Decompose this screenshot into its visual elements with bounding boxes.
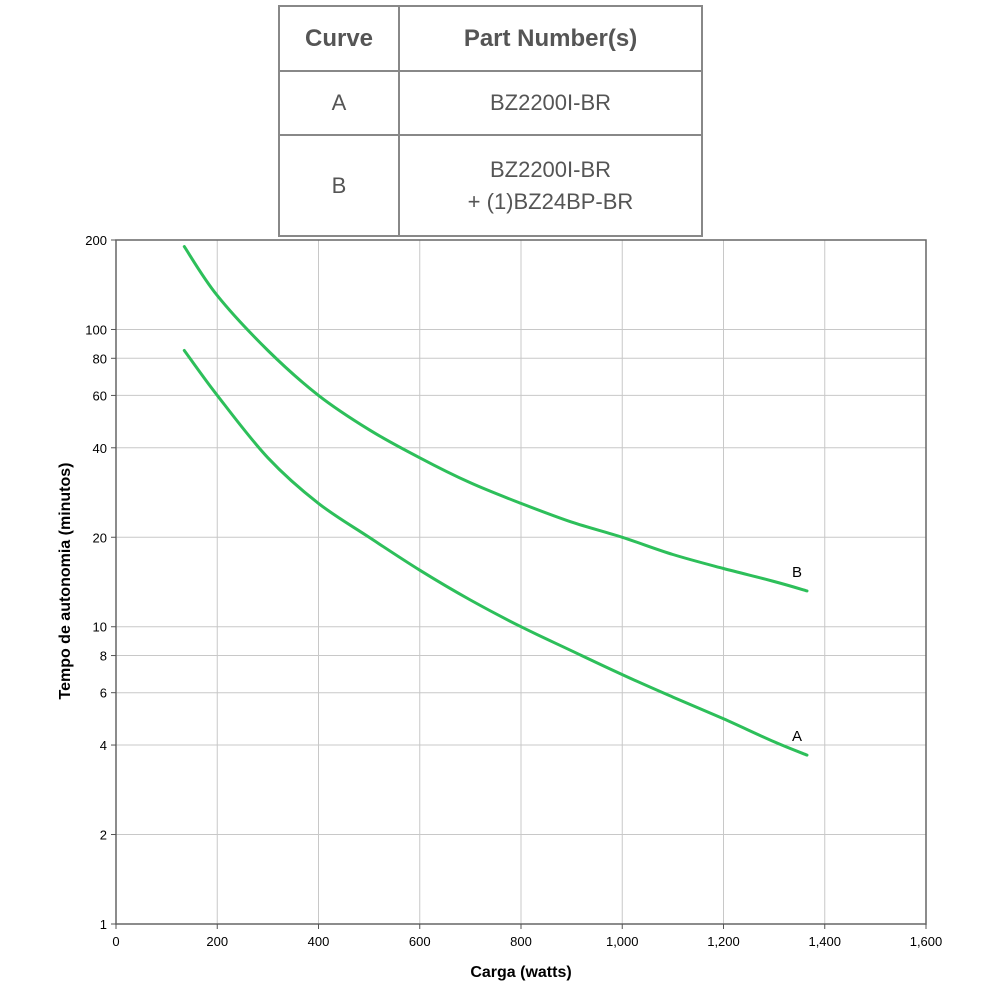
y-tick-label: 100	[85, 322, 107, 337]
legend-row-a: A BZ2200I-BR	[278, 70, 703, 136]
x-tick-label: 0	[112, 934, 119, 949]
series-line-b	[182, 245, 809, 593]
legend-parts-a: BZ2200I-BR	[398, 70, 703, 136]
legend-curve-b: B	[278, 134, 400, 237]
series-line-a	[182, 349, 809, 757]
legend-header-row: Curve Part Number(s)	[278, 5, 703, 72]
y-axis-title: Tempo de autonomia (minutos)	[57, 462, 74, 699]
x-axis-title: Carga (watts)	[470, 964, 571, 981]
x-tick-label: 800	[510, 934, 532, 949]
x-tick-label: 1,000	[606, 934, 639, 949]
part-number: BZ2200I-BR	[489, 90, 612, 115]
y-tick-label: 2	[100, 828, 107, 843]
series-label-a: A	[792, 728, 802, 745]
x-tick-label: 600	[409, 934, 431, 949]
y-tick-label: 6	[100, 686, 107, 701]
header-part-numbers: Part Number(s)	[398, 5, 703, 72]
header-curve: Curve	[278, 5, 400, 72]
x-tick-label: 200	[206, 934, 228, 949]
y-tick-label: 80	[93, 351, 107, 366]
chart-ticks: 0 200 400 600 800 1,000 1,200 1,400 1,600 1 2 4 6 8 10…	[85, 233, 942, 949]
chart-grid	[115, 239, 927, 925]
series-label-b: B	[792, 564, 802, 581]
x-tick-label: 400	[308, 934, 330, 949]
part-number: BZ2200I-BR	[489, 156, 612, 182]
legend-row-b: B BZ2200I-BR + (1)BZ24BP-BR	[278, 134, 703, 237]
y-tick-label: 10	[93, 620, 107, 635]
x-tick-label: 1,200	[707, 934, 740, 949]
y-tick-label: 200	[85, 233, 107, 248]
y-tick-label: 8	[100, 649, 107, 664]
legend-curve-a: A	[278, 70, 400, 136]
chart-series: AB	[182, 245, 809, 757]
legend-parts-b: BZ2200I-BR + (1)BZ24BP-BR	[398, 134, 703, 237]
curve-legend-table: Curve Part Number(s) A BZ2200I-BR B BZ22…	[278, 5, 703, 237]
y-tick-label: 40	[93, 441, 107, 456]
y-tick-label: 20	[93, 530, 107, 545]
y-tick-label: 4	[100, 738, 107, 753]
x-tick-label: 1,400	[808, 934, 841, 949]
part-number-battery-pack: + (1)BZ24BP-BR	[467, 188, 634, 214]
y-tick-label: 1	[100, 917, 107, 932]
x-tick-label: 1,600	[910, 934, 943, 949]
y-tick-label: 60	[93, 388, 107, 403]
